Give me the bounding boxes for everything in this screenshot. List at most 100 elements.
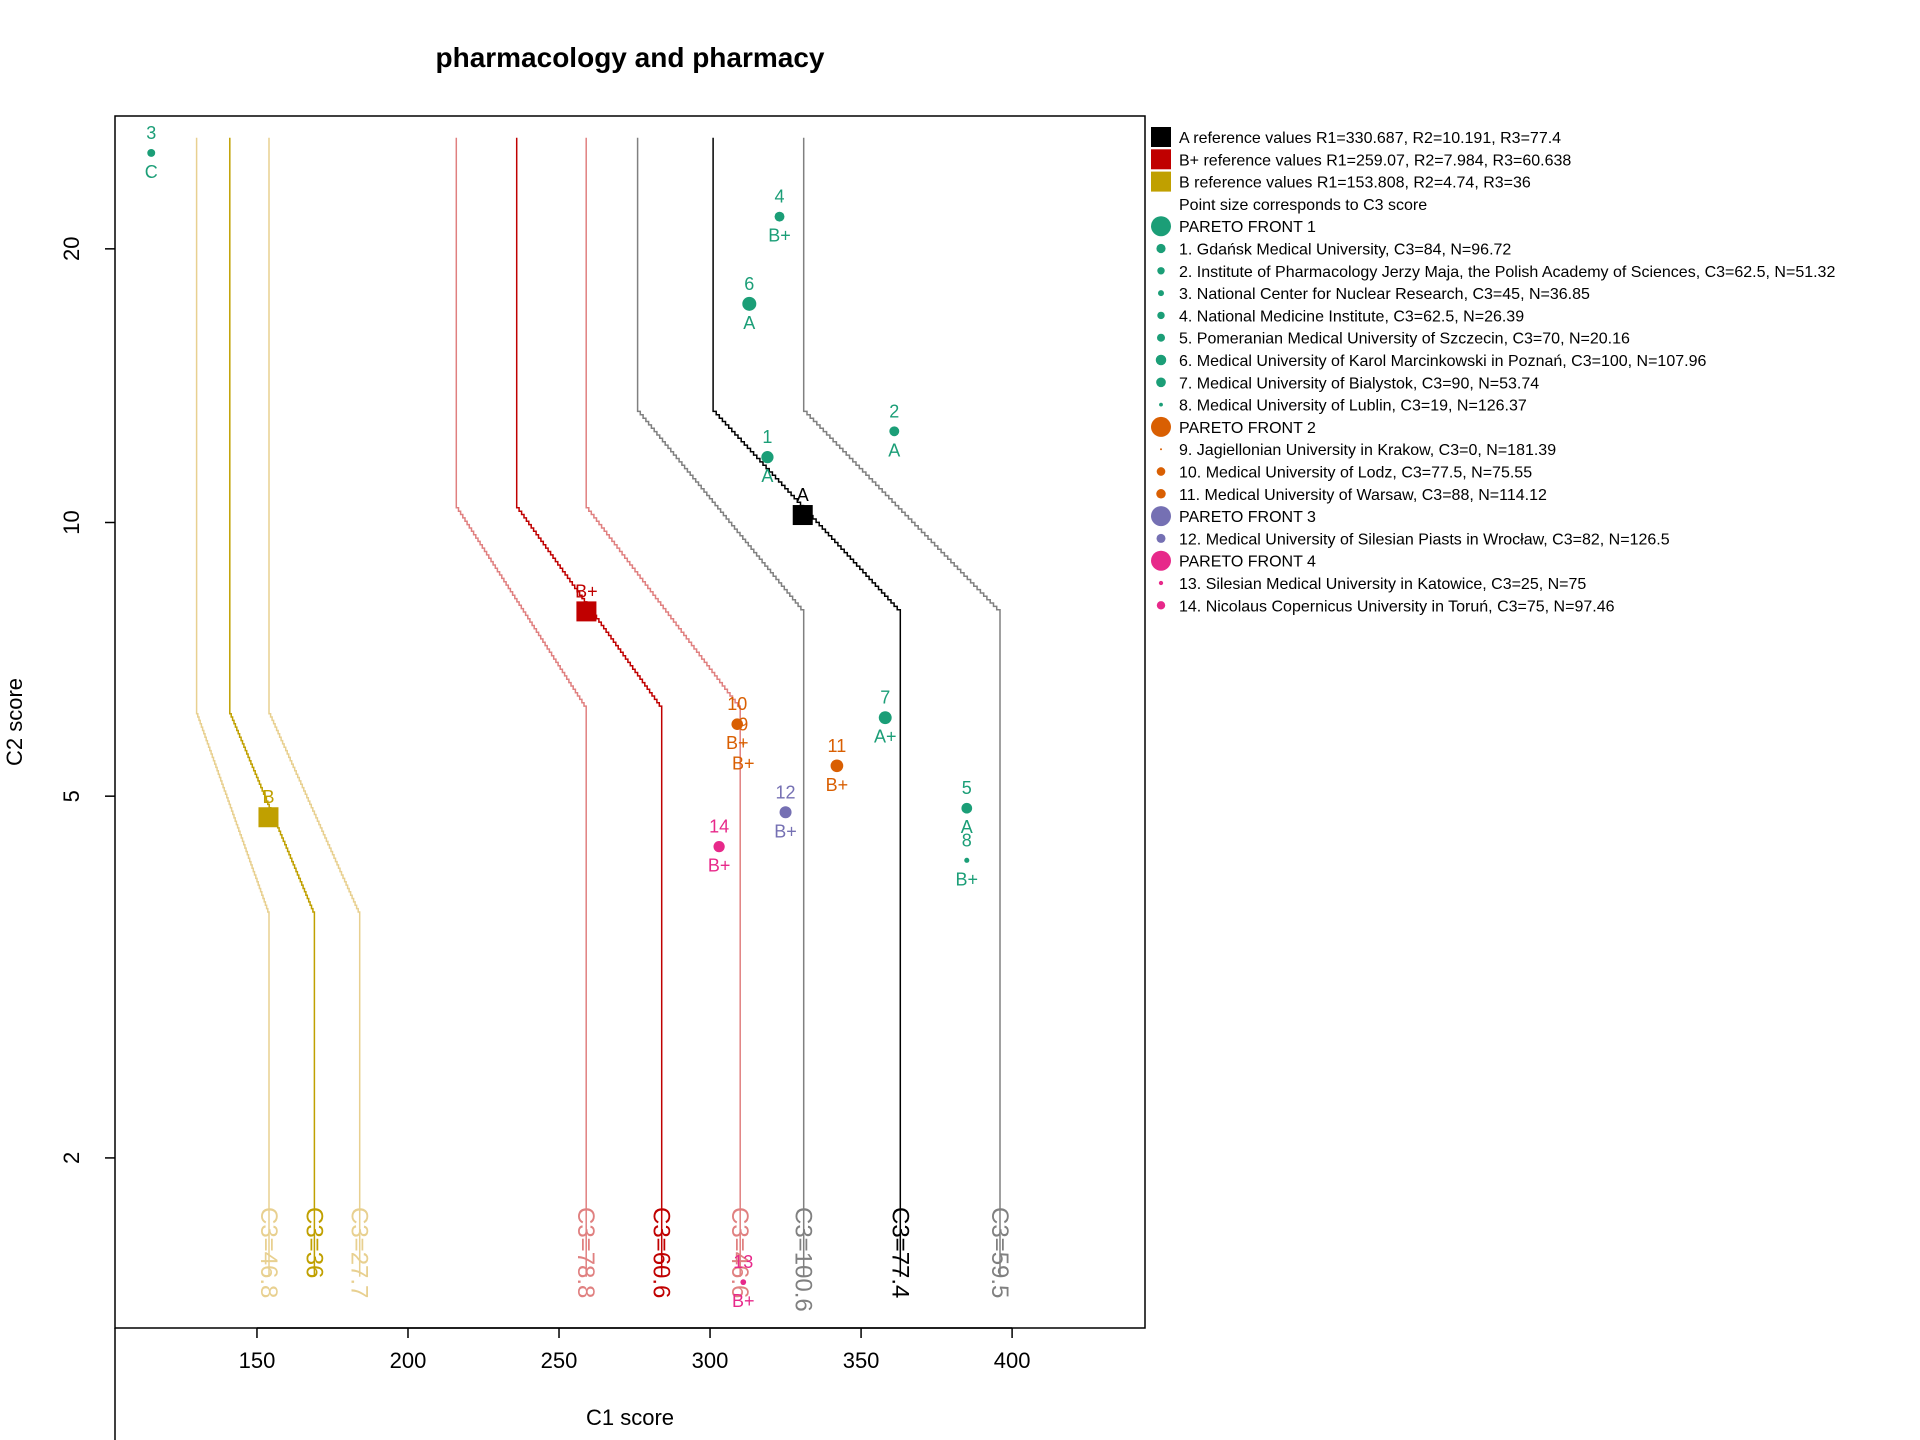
x-tick-label-200: 200 [390, 1348, 427, 1373]
point-id-label-9: 9 [738, 714, 748, 734]
legend-entry-6: 2. Institute of Pharmacology Jerzy Maja,… [1179, 264, 1835, 281]
legend-point-dot-20 [1158, 580, 1164, 586]
legend-front-dot-13 [1151, 416, 1171, 437]
legend-entry-9: 5. Pomeranian Medical University of Szcz… [1179, 331, 1630, 348]
y-tick-label-5: 5 [59, 790, 84, 802]
legend-entry-21: 14. Nicolaus Copernicus University in To… [1179, 598, 1615, 615]
data-point-14 [713, 841, 725, 853]
data-point-2 [889, 426, 900, 437]
curve-label-7: C3=46.8 [255, 1207, 282, 1298]
point-grade-label-3: C [145, 162, 158, 182]
reference-label-Bplus: B+ [575, 581, 598, 601]
legend-entry-0: A reference values R1=330.687, R2=10.191… [1179, 130, 1561, 147]
point-grade-label-13: B+ [732, 1291, 755, 1311]
legend-entry-5: 1. Gdańsk Medical University, C3=84, N=9… [1179, 242, 1511, 259]
x-tick-label-250: 250 [541, 1348, 578, 1373]
point-grade-label-9: B+ [732, 753, 755, 773]
legend-entry-1: B+ reference values R1=259.07, R2=7.984,… [1179, 152, 1571, 169]
legend-point-dot-10 [1155, 354, 1167, 366]
data-point-3 [147, 148, 156, 157]
data-point-13 [740, 1279, 747, 1286]
y-tick-label-10: 10 [59, 510, 84, 534]
point-id-label-14: 14 [709, 817, 729, 837]
legend-entry-2: B reference values R1=153.808, R2=4.74, … [1179, 175, 1531, 192]
data-point-5 [961, 802, 973, 814]
data-point-8 [964, 857, 970, 863]
curve-label-6: C3=36 [300, 1207, 327, 1278]
legend-entry-11: 7. Medical University of Bialystok, C3=9… [1179, 375, 1539, 392]
legend-point-dot-7 [1158, 290, 1164, 297]
reference-markers: A B+ B [258, 485, 813, 828]
reference-curve-B-8 [268, 137, 361, 1277]
reference-curve-Bplus-4 [455, 137, 587, 1277]
legend-point-dot-11 [1156, 377, 1166, 388]
curve-label-5: C3=46.6 [726, 1207, 753, 1298]
data-point-4 [774, 211, 785, 222]
legend-entry-14: 9. Jagiellonian University in Krakow, C3… [1179, 442, 1556, 459]
point-id-label-13: 13 [733, 1252, 753, 1272]
curve-label-3: C3=60.6 [648, 1207, 675, 1298]
legend-point-dot-14 [1160, 448, 1162, 451]
curve-label-4: C3=78.8 [572, 1207, 599, 1298]
point-grade-label-10: B+ [726, 733, 749, 753]
y-tick-label-20: 20 [59, 237, 84, 261]
legend-point-dot-21 [1156, 601, 1166, 610]
legend-entry-10: 6. Medical University of Karol Marcinkow… [1179, 353, 1706, 370]
point-id-label-4: 4 [775, 187, 785, 207]
point-grade-label-2: A [888, 440, 900, 460]
legend: A reference values R1=330.687, R2=10.191… [1151, 127, 1835, 615]
x-tick-label-150: 150 [239, 1348, 276, 1373]
x-axis-label: C1 score [586, 1405, 674, 1430]
x-axis: 150 200 250 300 350 400 [239, 1327, 1030, 1373]
reference-marker-A [792, 505, 813, 526]
data-point-12 [779, 806, 792, 819]
chart-title: pharmacology and pharmacy [435, 42, 824, 73]
curve-label-1: C3=100.6 [790, 1207, 817, 1312]
legend-point-dot-6 [1157, 267, 1165, 275]
reference-marker-Bplus [576, 601, 597, 622]
legend-front-dot-4 [1151, 216, 1171, 237]
y-axis: 2 5 10 20 [59, 237, 115, 1164]
reference-curve-Bplus-5 [585, 137, 741, 1277]
point-id-label-12: 12 [776, 782, 796, 802]
y-tick-label-2: 2 [59, 1152, 84, 1164]
point-grade-label-5: A [961, 817, 973, 837]
point-grade-label-11: B+ [826, 775, 849, 795]
point-grade-label-14: B+ [708, 856, 731, 876]
legend-entry-19: PARETO FRONT 4 [1179, 554, 1316, 571]
reference-curve-A-2 [802, 137, 1001, 1277]
point-id-label-2: 2 [889, 401, 899, 421]
reference-curve-A-1 [636, 137, 805, 1277]
legend-point-dot-16 [1156, 489, 1166, 499]
legend-point-dot-12 [1159, 402, 1163, 407]
point-id-label-5: 5 [962, 778, 972, 798]
point-grade-label-4: B+ [768, 226, 791, 246]
legend-entry-8: 4. National Medicine Institute, C3=62.5,… [1179, 308, 1524, 325]
point-grade-label-1: A [761, 466, 773, 486]
reference-label-B: B [262, 787, 274, 807]
legend-entry-20: 13. Silesian Medical University in Katow… [1179, 576, 1586, 593]
reference-marker-B [258, 807, 279, 828]
point-grade-label-7: A+ [874, 727, 897, 747]
legend-point-dot-8 [1157, 311, 1165, 320]
point-id-label-10: 10 [727, 694, 747, 714]
legend-square-1 [1151, 149, 1171, 170]
reference-curve-B-6 [229, 137, 316, 1277]
point-id-label-1: 1 [762, 427, 772, 447]
reference-curve-Bplus-3 [515, 137, 663, 1277]
curve-label-2: C3=59.5 [986, 1207, 1013, 1298]
data-point-11 [830, 759, 844, 773]
x-tick-label-350: 350 [843, 1348, 880, 1373]
reference-label-A: A [797, 485, 809, 505]
legend-entry-18: 12. Medical University of Silesian Piast… [1179, 531, 1670, 548]
data-point-10 [731, 718, 743, 730]
point-id-label-8: 8 [962, 830, 972, 850]
legend-entry-7: 3. National Center for Nuclear Research,… [1179, 286, 1590, 303]
legend-entry-12: 8. Medical University of Lublin, C3=19, … [1179, 398, 1527, 415]
y-axis-label: C2 score [2, 678, 27, 766]
legend-entry-15: 10. Medical University of Lodz, C3=77.5,… [1179, 465, 1532, 482]
legend-front-dot-19 [1151, 550, 1171, 571]
point-id-label-3: 3 [146, 123, 156, 143]
legend-entry-3: Point size corresponds to C3 score [1179, 197, 1427, 214]
